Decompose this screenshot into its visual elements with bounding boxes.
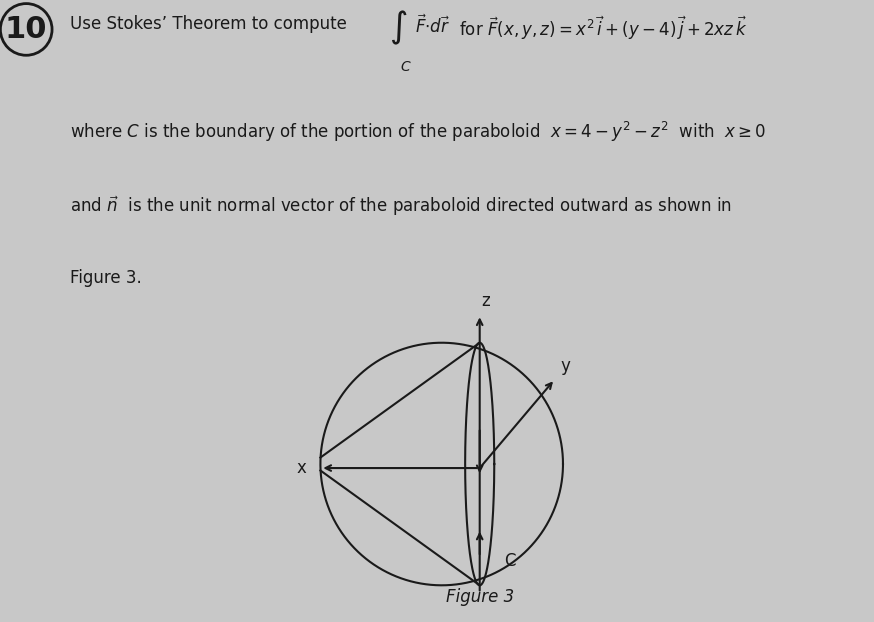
Text: Figure 3: Figure 3 xyxy=(446,588,514,606)
Text: Figure 3.: Figure 3. xyxy=(70,269,142,287)
Text: $\vec{F}{\cdot}d\vec{r}$: $\vec{F}{\cdot}d\vec{r}$ xyxy=(415,15,451,37)
Text: $\int$: $\int$ xyxy=(389,9,407,47)
Text: z: z xyxy=(482,292,490,310)
Text: C: C xyxy=(504,552,516,570)
Text: $C$: $C$ xyxy=(400,60,412,74)
Text: y: y xyxy=(560,357,571,375)
Text: where $C$ is the boundary of the portion of the paraboloid  $x = 4 - y^2 - z^2$ : where $C$ is the boundary of the portion… xyxy=(70,119,766,144)
Text: and $\vec{n}$  is the unit normal vector of the paraboloid directed outward as s: and $\vec{n}$ is the unit normal vector … xyxy=(70,194,732,218)
Text: x: x xyxy=(297,459,307,477)
Text: for $\vec{F}(x,y,z) = x^2\,\vec{i} + (y-4)\,\vec{j} + 2xz\,\vec{k}$: for $\vec{F}(x,y,z) = x^2\,\vec{i} + (y-… xyxy=(459,15,747,42)
Text: Use Stokes’ Theorem to compute: Use Stokes’ Theorem to compute xyxy=(70,15,347,33)
Text: 10: 10 xyxy=(5,15,47,44)
